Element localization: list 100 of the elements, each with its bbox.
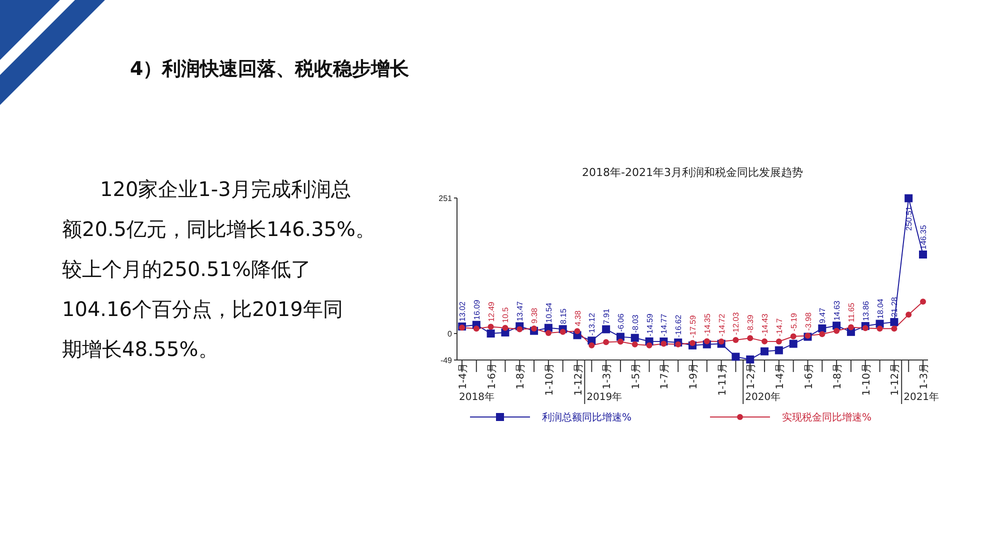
data-label: 9.47 <box>818 307 828 324</box>
point <box>488 324 494 330</box>
point <box>617 338 624 345</box>
data-label: 18.04 <box>876 298 885 319</box>
data-label: -14.77 <box>660 313 669 337</box>
data-label: -14.72 <box>717 313 726 336</box>
data-label: -5.19 <box>789 312 798 332</box>
point <box>690 340 696 346</box>
text: 利润总额同比增速% <box>542 412 632 424</box>
point <box>473 326 480 332</box>
point <box>545 330 552 336</box>
text: 2020年 <box>745 391 781 403</box>
point <box>531 325 538 332</box>
x-tick-label: 1-3月 <box>602 363 614 390</box>
point <box>704 338 710 344</box>
point <box>906 312 912 318</box>
point <box>876 326 883 332</box>
x-tick-label: 1-10月 <box>544 363 556 396</box>
text: 2018年 <box>459 391 494 403</box>
data-label: 14.63 <box>832 300 842 321</box>
text: 2021年 <box>904 391 940 403</box>
point <box>486 330 495 338</box>
point <box>848 324 854 330</box>
data-label: 146.35 <box>919 224 928 250</box>
point <box>776 338 782 344</box>
point <box>732 337 739 344</box>
data-label: -8.39 <box>746 314 756 334</box>
data-label: -14.59 <box>645 313 654 336</box>
text: 120家企业1-3月完成利润总 <box>100 177 351 201</box>
x-tick-label: 1-8月 <box>516 363 527 390</box>
data-label: -16.62 <box>674 314 684 338</box>
point <box>732 352 740 361</box>
data-label: 13.02 <box>458 300 467 322</box>
point <box>630 334 639 342</box>
text: 104.16个百分点，比2019年同 <box>62 297 343 321</box>
data-label: -14.35 <box>702 313 712 336</box>
y-tick-label: 0 <box>448 329 453 338</box>
x-tick-label: 1-12月 <box>573 363 584 396</box>
data-label: 7.91 <box>602 308 612 324</box>
y-tick-label: 251 <box>438 194 453 203</box>
point <box>588 342 595 348</box>
chart-title: 2018年-2021年3月利润和税金同比发展趋势 <box>582 166 803 179</box>
text: 4）利润快速回落、税收稳步增长 <box>130 58 410 80</box>
data-label: -17.59 <box>688 314 698 338</box>
data-label: 13.47 <box>516 300 525 322</box>
x-tick-label: 1-3月 <box>919 363 930 390</box>
point <box>762 338 768 344</box>
x-tick-label: 1-12月 <box>890 363 902 396</box>
data-label: 10.54 <box>544 302 554 323</box>
point <box>890 318 898 326</box>
x-tick-label: 1-4月 <box>774 363 786 390</box>
point <box>834 328 840 334</box>
data-label: -12.03 <box>732 312 741 336</box>
text: 额20.5亿元，同比增长146.35%。 <box>62 217 376 241</box>
point <box>790 333 796 340</box>
data-label: 8.15 <box>558 308 568 324</box>
point <box>891 326 898 332</box>
point <box>632 341 638 348</box>
point <box>862 325 868 332</box>
point <box>675 341 682 348</box>
data-label: 12.49 <box>486 301 496 322</box>
point <box>818 324 826 332</box>
point <box>919 250 927 259</box>
x-tick-label: 1-11月 <box>717 363 728 396</box>
point <box>746 355 754 364</box>
data-label: 11.65 <box>846 302 856 322</box>
text: 实现税金同比增速% <box>782 412 872 424</box>
y-tick-label: -49 <box>440 356 453 365</box>
point <box>774 346 783 354</box>
point <box>760 347 769 356</box>
data-label: -14.7 <box>774 318 784 336</box>
point <box>502 324 508 331</box>
x-tick-label: 1-5月 <box>630 363 642 390</box>
text: 较上个月的250.51%降低了 <box>62 257 311 281</box>
point <box>819 331 826 338</box>
data-label: 16.09 <box>472 299 482 320</box>
data-label: 4.38 <box>573 310 582 326</box>
text: 期增长48.55%。 <box>62 337 218 361</box>
data-label: 10.5 <box>501 306 510 323</box>
data-label: -6.06 <box>616 313 626 332</box>
point <box>516 326 523 332</box>
point <box>747 335 754 342</box>
point <box>904 194 913 202</box>
x-tick-label: 1-4月 <box>458 363 469 390</box>
point <box>646 342 652 348</box>
x-tick-label: 1-6月 <box>486 363 498 390</box>
point <box>574 328 580 334</box>
point <box>789 340 798 348</box>
data-label: -13.12 <box>588 312 597 336</box>
x-tick-label: 1-8月 <box>832 363 844 390</box>
x-tick-label: 1-2月 <box>746 363 758 390</box>
x-tick-label: 1-7月 <box>660 363 671 390</box>
data-label: 9.38 <box>530 307 540 324</box>
point <box>832 322 841 330</box>
data-label: -14.43 <box>760 313 770 336</box>
point <box>920 298 926 305</box>
point <box>603 339 610 346</box>
data-label: -8.03 <box>630 314 640 333</box>
point <box>718 338 724 344</box>
x-tick-label: 1-10月 <box>861 363 872 396</box>
